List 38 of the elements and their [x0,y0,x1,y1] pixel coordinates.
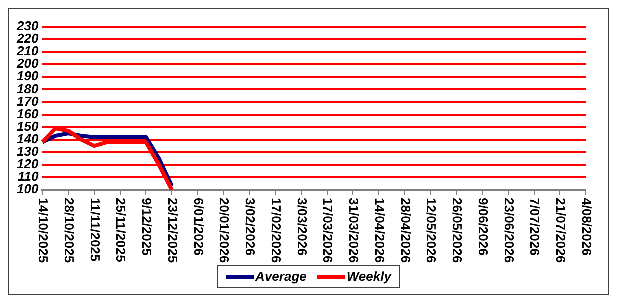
x-tick-label: 21/07/2026 [554,198,569,264]
y-tick-label: 110 [18,169,40,184]
y-tick-label: 220 [16,31,40,46]
y-tick-label: 150 [16,118,40,134]
y-tick-label: 160 [16,106,40,122]
y-tick-label: 210 [16,44,40,59]
x-tick-label: 6/01/2026 [191,198,206,256]
y-tick-label: 200 [16,56,40,72]
y-tick-label: 130 [16,144,40,159]
x-tick-label: 31/03/2026 [346,198,362,264]
x-tick-label: 17/02/2026 [268,198,284,264]
x-tick-label: 12/05/2026 [424,198,440,264]
y-tick-label: 140 [16,131,40,146]
x-tick-label: 28/04/2026 [398,198,414,264]
y-tick-label: 120 [16,156,40,172]
x-tick-label: 3/03/2026 [294,198,310,256]
x-tick-label: 7/07/2026 [528,198,543,256]
x-tick-label: 25/11/2025 [114,198,129,262]
x-tick-label: 26/05/2026 [450,198,466,264]
x-tick-label: 4/08/2026 [579,198,594,256]
y-tick-label: 100 [16,182,40,197]
legend-label: Weekly [346,269,392,284]
y-tick-label: 230 [16,18,40,34]
x-tick-label: 14/04/2026 [372,198,388,264]
x-tick-label: 17/03/2026 [320,198,336,264]
x-tick-label: 23/12/2025 [165,198,180,264]
x-tick-label: 20/01/2026 [217,198,232,264]
y-tick-label: 190 [16,68,40,84]
x-tick-label: 3/02/2026 [243,198,258,256]
x-tick-label: 14/10/2025 [36,198,52,264]
x-tick-label: 28/10/2025 [62,198,77,264]
y-tick-label: 170 [16,94,40,109]
x-tick-label: 9/06/2026 [476,198,491,256]
x-tick-label: 11/11/2025 [88,198,103,262]
y-tick-label: 180 [16,81,40,96]
x-tick-label: 9/12/2025 [140,198,155,256]
x-tick-label: 23/06/2026 [502,198,517,264]
legend-label: Average [256,269,307,284]
